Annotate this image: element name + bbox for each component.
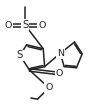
Text: S: S <box>17 50 23 60</box>
Text: O: O <box>38 21 46 30</box>
Text: O: O <box>5 21 12 30</box>
Text: O: O <box>45 83 53 92</box>
Text: S: S <box>22 20 28 30</box>
Text: O: O <box>56 69 63 78</box>
Text: N: N <box>57 49 64 58</box>
